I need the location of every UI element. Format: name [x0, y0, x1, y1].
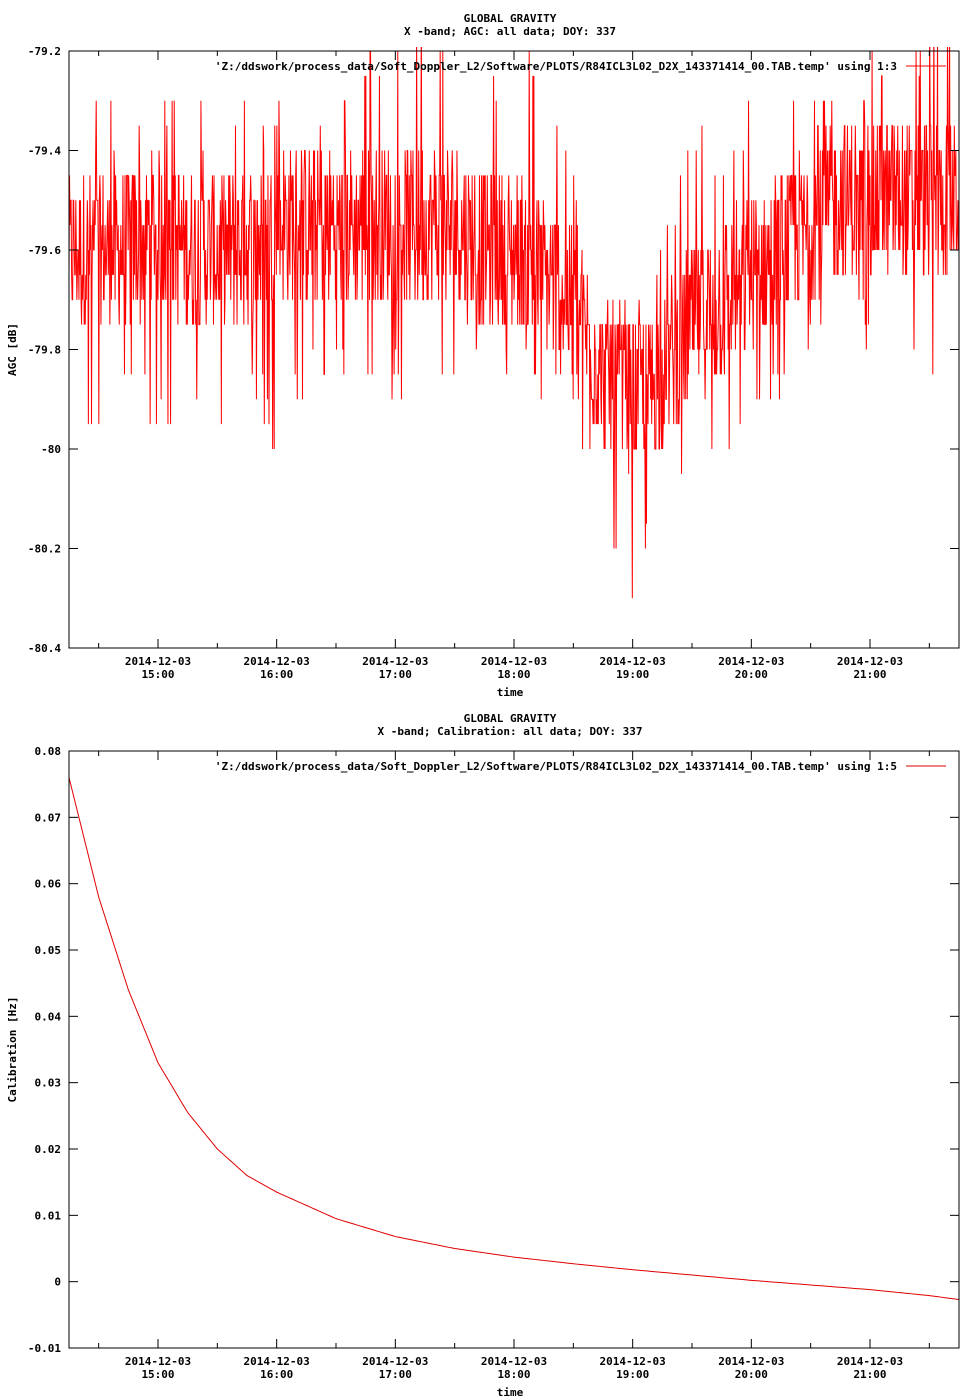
chart2-x-tick-date: 2014-12-03: [718, 1355, 784, 1368]
chart2-y-tick-label: 0.07: [35, 811, 62, 824]
chart1-x-tick-date: 2014-12-03: [837, 655, 903, 668]
chart2-x-tick-time: 21:00: [853, 1368, 886, 1381]
chart2-x-axis-label: time: [497, 1386, 524, 1399]
chart1-x-axis-label: time: [497, 686, 524, 699]
chart1-y-tick-label: -80.2: [28, 543, 61, 556]
chart1-x-tick-time: 20:00: [735, 668, 768, 681]
chart2-x-tick-date: 2014-12-03: [600, 1355, 666, 1368]
chart1-x-tick-time: 19:00: [616, 668, 649, 681]
chart2-x-tick-time: 17:00: [379, 1368, 412, 1381]
chart2-x-tick-time: 20:00: [735, 1368, 768, 1381]
chart1-y-axis-label: AGC [dB]: [6, 323, 19, 376]
chart1-y-tick-label: -80.4: [28, 642, 61, 655]
chart1-x-tick-date: 2014-12-03: [600, 655, 666, 668]
chart2-title: GLOBAL GRAVITY: [464, 712, 557, 725]
chart2-x-tick-date: 2014-12-03: [481, 1355, 547, 1368]
chart1-x-tick-time: 17:00: [379, 668, 412, 681]
chart1-x-tick-date: 2014-12-03: [125, 655, 191, 668]
chart2-x-tick-time: 19:00: [616, 1368, 649, 1381]
chart2-series-line: [68, 777, 960, 1301]
chart1-x-tick-time: 18:00: [497, 668, 530, 681]
chart1-legend-label: 'Z:/ddswork/process_data/Soft_Doppler_L2…: [215, 60, 897, 73]
chart2-y-tick-label: -0.01: [28, 1342, 61, 1355]
chart2-y-tick-label: 0.04: [35, 1010, 62, 1023]
chart2-plot-frame: [68, 750, 960, 1349]
chart2-x-tick-time: 16:00: [260, 1368, 293, 1381]
chart2-y-tick-label: 0.06: [35, 878, 62, 891]
chart1-x-tick-time: 21:00: [853, 668, 886, 681]
chart2-y-tick-label: 0.01: [35, 1209, 62, 1222]
chart2-x-tick-date: 2014-12-03: [125, 1355, 191, 1368]
chart1-subtitle: X -band; AGC: all data; DOY: 337: [404, 25, 616, 38]
chart2-y-tick-label: 0.05: [35, 944, 62, 957]
chart1-y-tick-label: -79.6: [28, 244, 61, 257]
chart1-x-tick-date: 2014-12-03: [244, 655, 310, 668]
chart2-y-tick-label: 0.02: [35, 1143, 62, 1156]
chart2-x-tick-date: 2014-12-03: [244, 1355, 310, 1368]
chart2-y-tick-label: 0.08: [35, 745, 62, 758]
chart1-y-tick-label: -79.8: [28, 344, 61, 357]
chart1-series-line: [69, 47, 959, 599]
chart1-x-tick-date: 2014-12-03: [481, 655, 547, 668]
chart2-subtitle: X -band; Calibration: all data; DOY: 337: [378, 725, 643, 738]
chart2-x-tick-time: 18:00: [497, 1368, 530, 1381]
chart1-x-tick-time: 16:00: [260, 668, 293, 681]
chart1-y-tick-label: -80: [41, 443, 61, 456]
chart2-legend-label: 'Z:/ddswork/process_data/Soft_Doppler_L2…: [215, 760, 897, 773]
chart1-x-tick-date: 2014-12-03: [362, 655, 428, 668]
chart1-title: GLOBAL GRAVITY: [464, 12, 557, 25]
chart2-y-tick-label: 0.03: [35, 1077, 62, 1090]
chart1-x-tick-date: 2014-12-03: [718, 655, 784, 668]
chart2-y-tick-label: 0: [54, 1276, 61, 1289]
chart2-y-axis-label: Calibration [Hz]: [6, 997, 19, 1103]
chart1-x-tick-time: 15:00: [141, 668, 174, 681]
chart2-x-tick-date: 2014-12-03: [837, 1355, 903, 1368]
chart2-x-tick-time: 15:00: [141, 1368, 174, 1381]
chart2-x-tick-date: 2014-12-03: [362, 1355, 428, 1368]
chart1-y-tick-label: -79.2: [28, 45, 61, 58]
chart1-y-tick-label: -79.4: [28, 145, 61, 158]
